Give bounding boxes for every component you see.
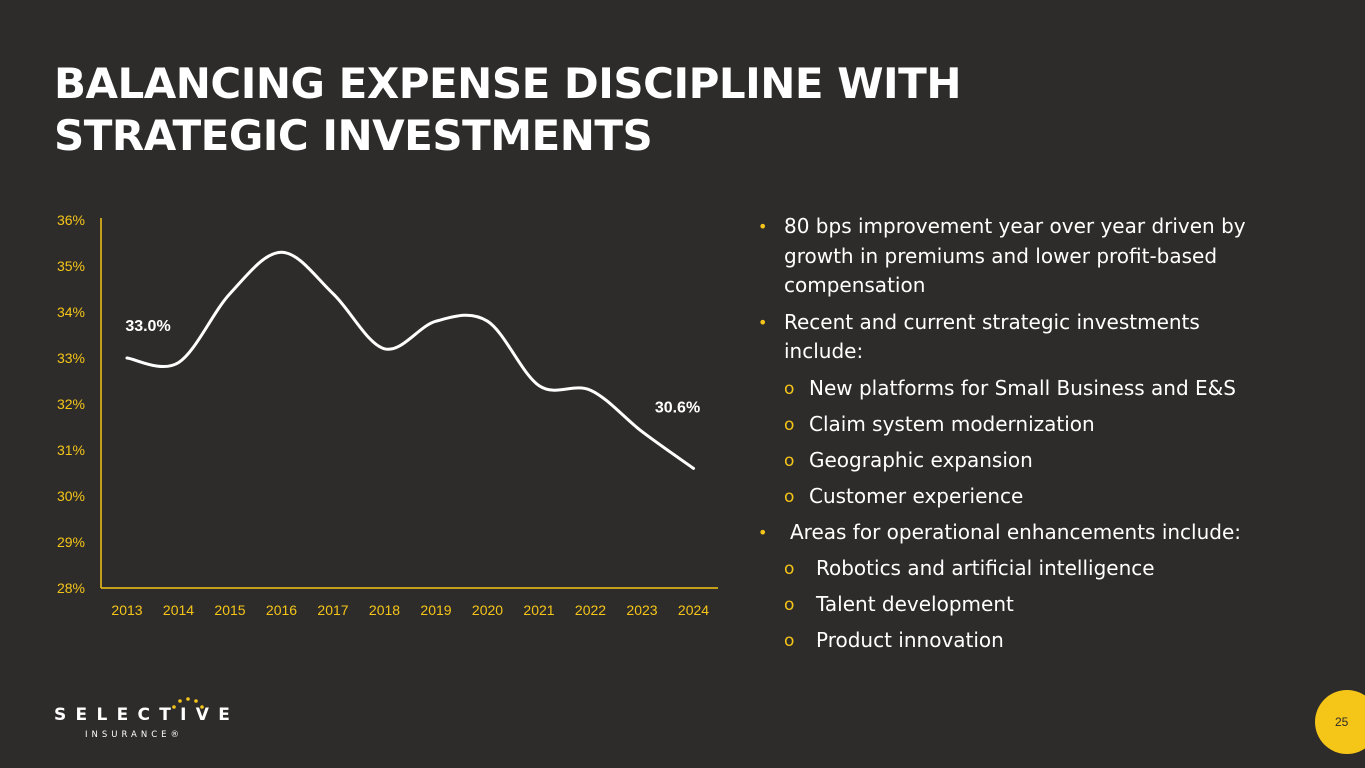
sub-bullet-circle-icon: o — [784, 414, 795, 435]
sub-bullet-item: o Talent development — [758, 590, 1278, 619]
data-label: 33.0% — [125, 318, 170, 335]
x-tick-label: 2024 — [678, 602, 709, 618]
x-tick-label: 2020 — [472, 602, 503, 618]
y-tick-label: 34% — [57, 304, 85, 320]
x-tick-label: 2022 — [575, 602, 606, 618]
y-tick-label: 30% — [57, 488, 85, 504]
bullet-dot-icon: • — [758, 312, 768, 332]
x-tick-label: 2013 — [111, 602, 142, 618]
sub-bullet-item: o New platforms for Small Business and E… — [758, 374, 1278, 403]
sub-bullet-item: o Customer experience — [758, 482, 1278, 511]
x-tick-label: 2019 — [420, 602, 451, 618]
sub-bullet-item: o Product innovation — [758, 626, 1278, 655]
sub-bullet-circle-icon: o — [784, 595, 795, 615]
sub-bullet-circle-icon: o — [784, 631, 795, 651]
bullet-dot-icon: • — [758, 217, 768, 236]
sub-bullet-item: o Robotics and artificial intelligence — [758, 554, 1278, 583]
slide-title: BALANCING EXPENSE DISCIPLINE WITH STRATE… — [54, 59, 961, 160]
x-tick-label: 2016 — [266, 602, 297, 618]
bullet-item: • 80 bps improvement year over year driv… — [758, 214, 1246, 297]
expense-ratio-line-chart: 28% 29% 30% 31% 32% 33% 34% 35% 36% 2013 2014 2015 2… — [57, 212, 718, 618]
page-number-badge: 25 — [1315, 690, 1365, 754]
logo-subtitle: INSURANCE® — [85, 730, 184, 740]
data-label: 30.6% — [655, 399, 700, 416]
logo-burst-icon — [172, 697, 204, 709]
sub-bullet-circle-icon: o — [784, 559, 795, 579]
y-tick-label: 28% — [57, 580, 85, 596]
y-tick-label: 33% — [57, 350, 85, 366]
y-tick-label: 32% — [57, 396, 85, 412]
y-tick-label: 35% — [57, 258, 85, 274]
sub-bullet-circle-icon: o — [784, 486, 795, 507]
bullet-dot-icon: • — [758, 522, 768, 542]
x-tick-label: 2021 — [523, 602, 554, 618]
sub-bullet-item: o Geographic expansion — [758, 446, 1278, 475]
sub-bullet-circle-icon: o — [784, 450, 795, 471]
x-tick-label: 2017 — [317, 602, 348, 618]
sub-bullet-item: o Claim system modernization — [758, 410, 1278, 439]
bullet-item: • Recent and current strategic investmen… — [758, 309, 1200, 364]
x-tick-label: 2018 — [369, 602, 400, 618]
logo-wordmark: SELECTIVE — [54, 705, 240, 725]
y-tick-label: 31% — [57, 442, 85, 458]
bullet-list: • 80 bps improvement year over year driv… — [758, 212, 1278, 662]
x-tick-label: 2014 — [163, 602, 194, 618]
x-tick-label: 2015 — [214, 602, 245, 618]
sub-bullet-circle-icon: o — [784, 378, 795, 399]
y-tick-label: 36% — [57, 212, 85, 228]
bullet-item: • Areas for operational enhancements inc… — [758, 518, 1278, 548]
series-line — [125, 250, 695, 470]
y-tick-label: 29% — [57, 534, 85, 550]
x-tick-label: 2023 — [626, 602, 657, 618]
